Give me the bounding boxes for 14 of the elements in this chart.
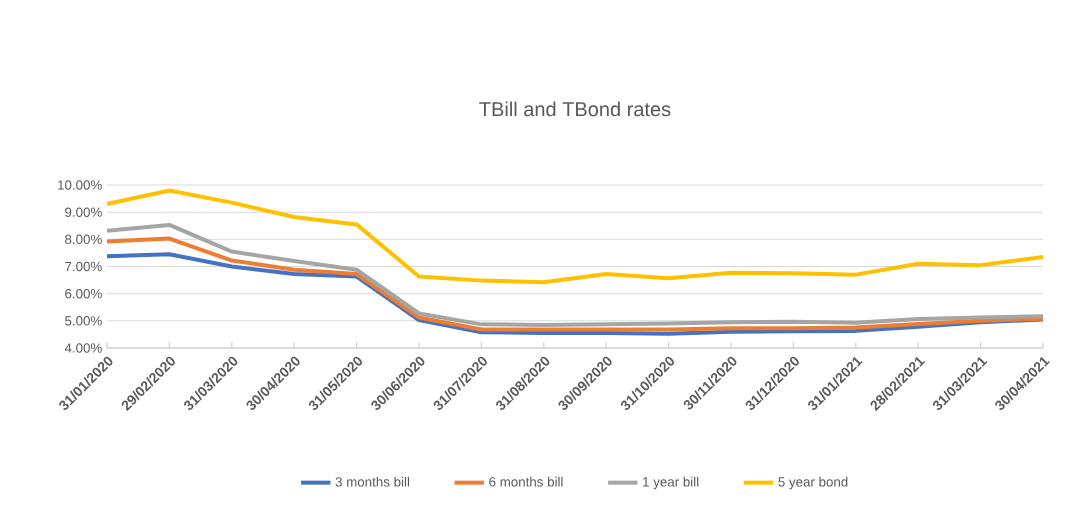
y-tick-label: 5.00% <box>65 316 102 326</box>
y-tick-label: 6.00% <box>65 288 102 299</box>
y-tick-label: 10.00% <box>58 180 102 190</box>
y-tick-label: 9.00% <box>65 207 102 217</box>
legend-label: 6 months bill <box>489 476 563 487</box>
legend-label: 3 months bill <box>335 476 410 487</box>
legend-label: 5 year bond <box>778 476 848 490</box>
legend-label: 1 year bill <box>643 476 699 490</box>
line-series <box>105 222 1045 327</box>
y-tick-label: 4.00% <box>64 343 102 353</box>
line-series <box>105 188 1045 285</box>
chart-title: TBill and TBond rates <box>479 101 671 117</box>
y-tick-label: 8.00% <box>65 234 102 245</box>
y-tick-label: 7.00% <box>65 261 102 272</box>
